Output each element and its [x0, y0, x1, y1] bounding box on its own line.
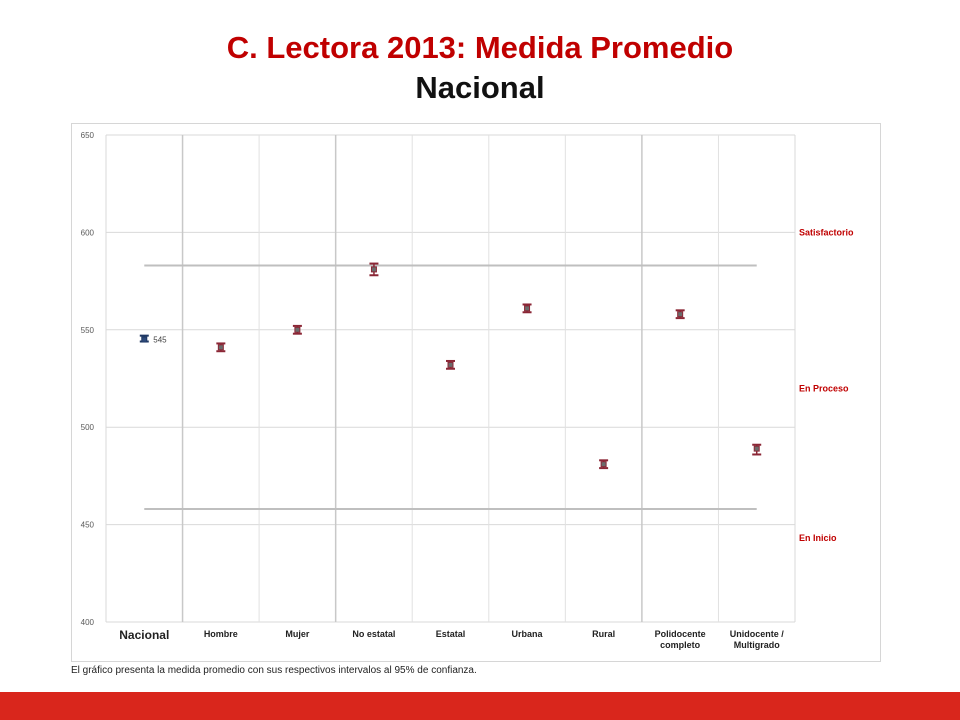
y-tick-label: 450 — [81, 521, 95, 530]
data-point — [217, 344, 224, 351]
level-label: En Proceso — [799, 383, 849, 393]
chart-container: 400 450 500 550 600 650 Satisfactorio En Proces… — [71, 123, 881, 662]
data-point — [370, 266, 377, 273]
chart-svg: 400 450 500 550 600 650 Satisfactorio En Proces… — [81, 131, 854, 650]
footer-bar — [0, 692, 960, 720]
category-label: Hombre — [204, 629, 238, 639]
category-label: Multigrado — [734, 640, 780, 650]
data-point — [447, 361, 454, 368]
level-label: Satisfactorio — [799, 227, 854, 237]
y-tick-label: 550 — [81, 326, 95, 335]
category-label: Urbana — [512, 629, 544, 639]
page-title: C. Lectora 2013: Medida Promedio — [226, 30, 734, 65]
title-block: C. Lectora 2013: Medida Promedio Naciona… — [0, 28, 960, 108]
level-label: En Inicio — [799, 533, 837, 543]
data-label: 545 — [153, 336, 167, 345]
data-point — [677, 311, 684, 318]
category-label: Rural — [592, 629, 615, 639]
data-point — [753, 445, 760, 452]
data-point — [600, 461, 607, 468]
category-label: Estatal — [436, 629, 466, 639]
category-label: Polidocente — [655, 629, 706, 639]
y-tick-label: 600 — [81, 228, 95, 237]
y-tick-label: 500 — [81, 423, 95, 432]
category-label: Unidocente / — [730, 629, 785, 639]
data-point — [141, 336, 148, 343]
data-point — [294, 326, 301, 333]
category-label: Nacional — [119, 628, 169, 642]
y-tick-label: 400 — [81, 618, 95, 627]
y-tick-label: 650 — [81, 131, 95, 140]
category-label: No estatal — [352, 629, 395, 639]
category-label: completo — [660, 640, 701, 650]
category-label: Mujer — [285, 629, 310, 639]
chart-caption: El gráfico presenta la medida promedio c… — [71, 665, 477, 676]
page-subtitle: Nacional — [415, 70, 545, 105]
data-point — [524, 305, 531, 312]
